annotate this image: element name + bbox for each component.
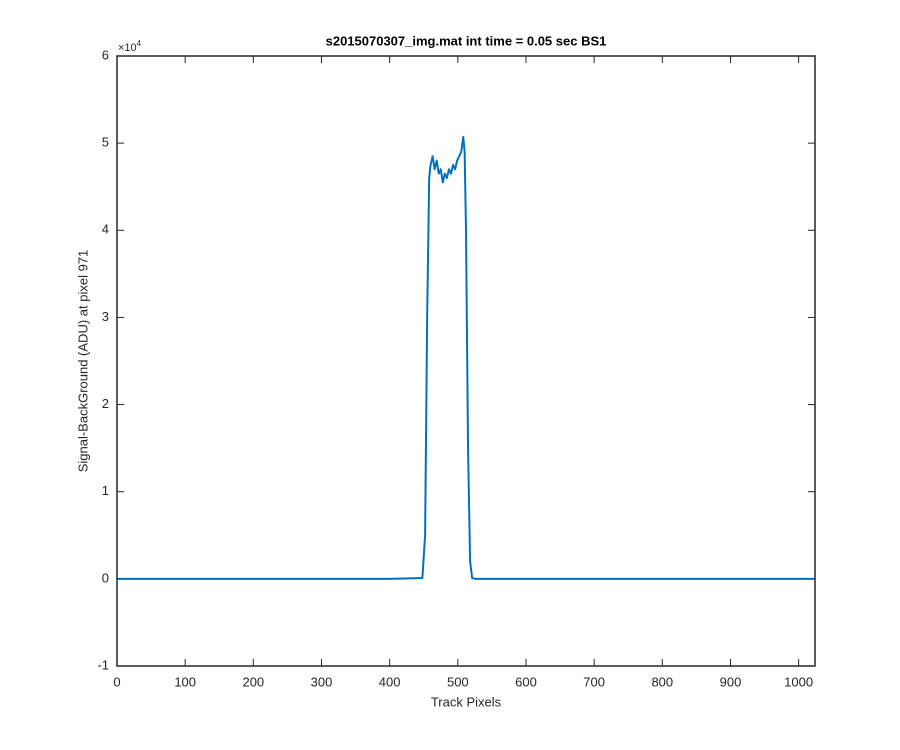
y-tick-label: 5	[102, 135, 109, 150]
y-tick-label: 4	[102, 222, 109, 237]
y-tick-label: 3	[102, 309, 109, 324]
y-exponent-power: 4	[137, 39, 142, 48]
y-tick-label: 6	[102, 47, 109, 62]
x-tick-label: 800	[651, 674, 673, 689]
x-tick-label: 300	[311, 674, 333, 689]
y-exponent-base: ×10	[118, 42, 137, 54]
x-tick-label: 900	[720, 674, 742, 689]
y-tick-label: 0	[102, 570, 109, 585]
x-tick-label: 0	[113, 674, 120, 689]
x-tick-label: 700	[583, 674, 605, 689]
x-axis-label: Track Pixels	[431, 694, 502, 709]
x-tick-label: 1000	[784, 674, 813, 689]
x-tick-label: 200	[242, 674, 264, 689]
x-tick-label: 500	[447, 674, 469, 689]
y-exponent: ×104	[118, 39, 142, 54]
y-tick-label: 1	[102, 483, 109, 498]
x-tick-label: 400	[379, 674, 401, 689]
y-axis-label: Signal-BackGround (ADU) at pixel 971	[75, 250, 90, 473]
y-tick-label: 2	[102, 396, 109, 411]
y-tick-label: -1	[97, 657, 109, 672]
chart-title: s2015070307_img.mat int time = 0.05 sec …	[326, 33, 607, 48]
x-tick-label: 100	[174, 674, 196, 689]
x-tick-label: 600	[515, 674, 537, 689]
plot-frame	[116, 55, 816, 667]
data-line	[117, 136, 815, 580]
